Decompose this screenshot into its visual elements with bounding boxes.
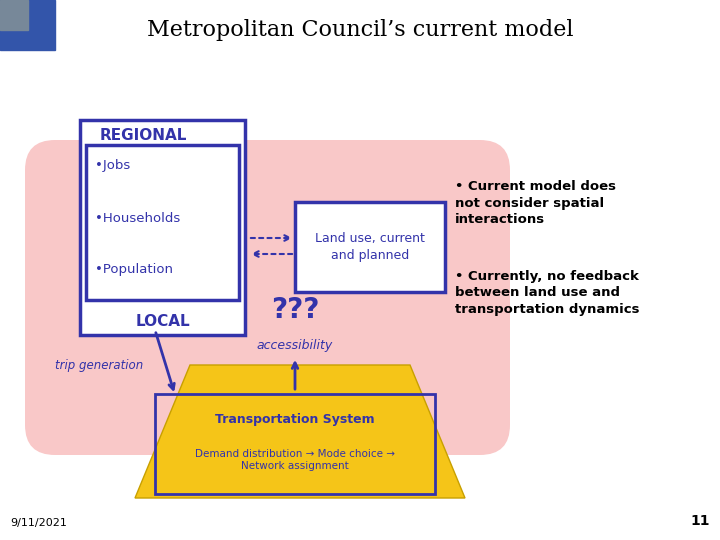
Text: •Jobs: •Jobs (95, 159, 130, 172)
Bar (0, 0, 28, 30)
Bar (0, 0, 55, 50)
Bar (295, 202, 445, 292)
Text: •Population: •Population (95, 264, 173, 276)
Text: • Currently, no feedback
between land use and
transportation dynamics: • Currently, no feedback between land us… (455, 270, 639, 316)
Polygon shape (135, 365, 465, 498)
FancyBboxPatch shape (25, 140, 510, 455)
Bar (155, 394, 435, 494)
Text: Land use, current
and planned: Land use, current and planned (315, 232, 425, 262)
Text: Metropolitan Council’s current model: Metropolitan Council’s current model (147, 19, 573, 41)
Text: • Current model does
not consider spatial
interactions: • Current model does not consider spatia… (455, 180, 616, 226)
Text: Transportation System: Transportation System (215, 414, 375, 427)
Text: 9/11/2021: 9/11/2021 (10, 518, 67, 528)
Text: Demand distribution → Mode choice →
Network assignment: Demand distribution → Mode choice → Netw… (195, 449, 395, 471)
Text: accessibility: accessibility (257, 339, 333, 352)
Text: 11: 11 (690, 514, 710, 528)
Bar (80, 120, 245, 335)
Text: trip generation: trip generation (55, 359, 143, 372)
Text: ???: ??? (271, 296, 319, 324)
Text: LOCAL: LOCAL (135, 314, 190, 329)
Bar (86, 145, 239, 300)
Text: •Households: •Households (95, 212, 180, 225)
Text: REGIONAL: REGIONAL (100, 127, 187, 143)
